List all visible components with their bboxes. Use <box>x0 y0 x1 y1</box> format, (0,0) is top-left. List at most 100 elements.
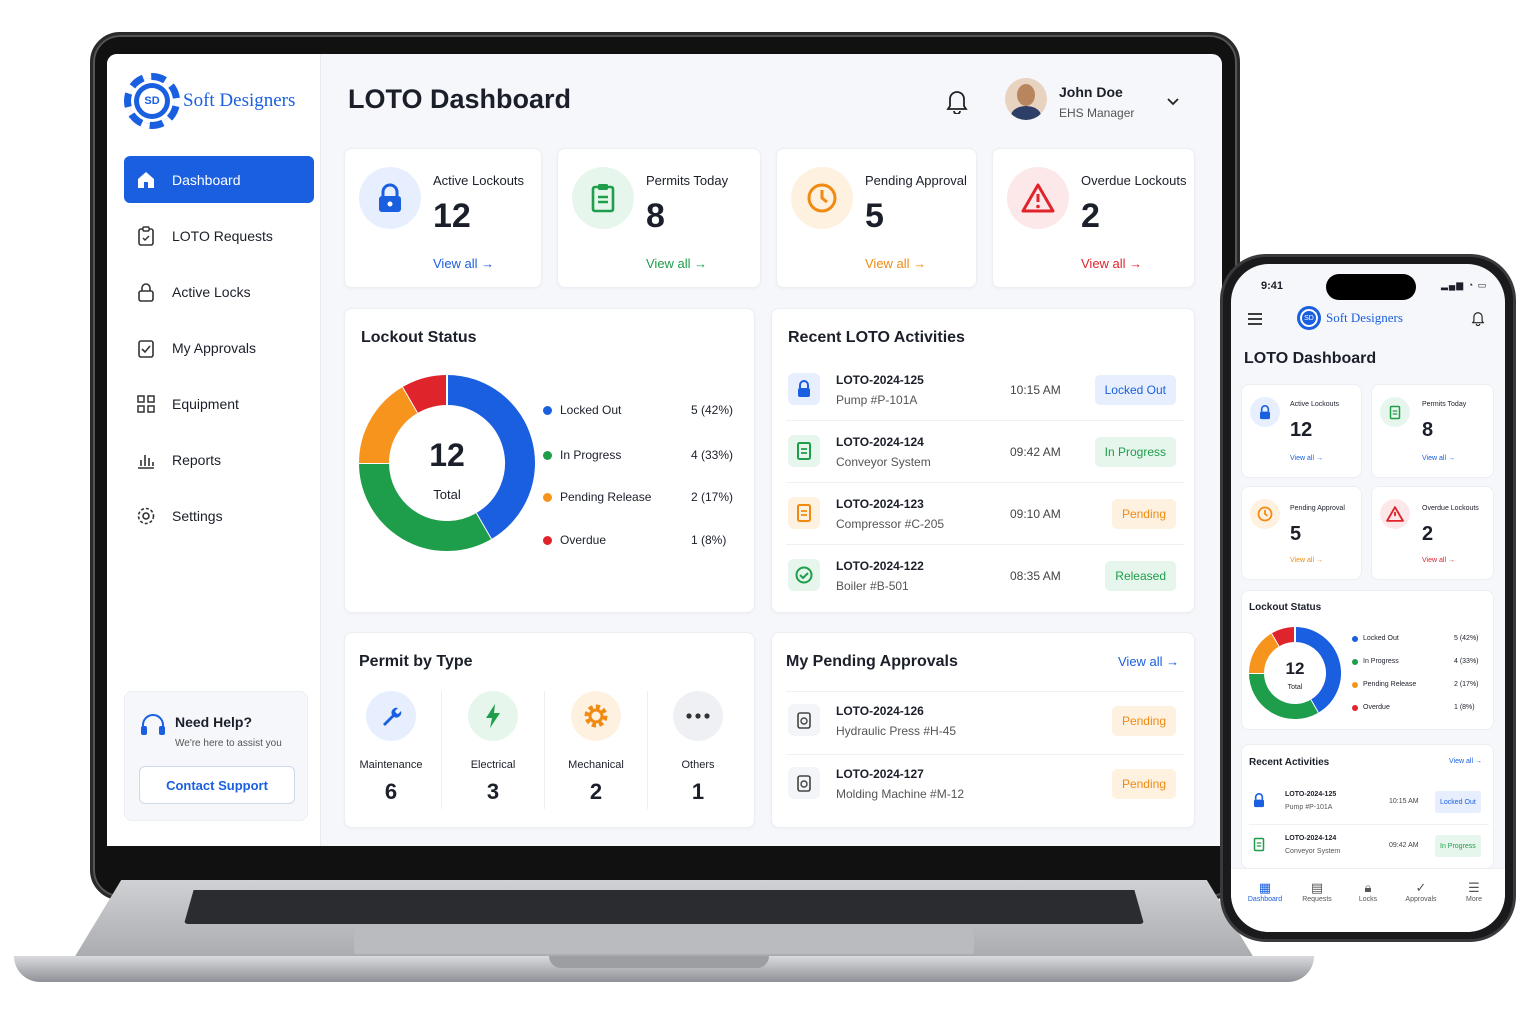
view-all-link[interactable]: View all → <box>1422 455 1455 462</box>
approval-row[interactable]: LOTO-2024-126 Hydraulic Press #H-45 Pend… <box>786 691 1184 755</box>
view-all-link[interactable]: View all → <box>1422 557 1455 564</box>
sidebar-item-reports[interactable]: Reports <box>124 436 314 483</box>
phone-clock: 9:41 <box>1261 280 1284 292</box>
legend-item: Overdue <box>543 533 606 547</box>
lock-icon <box>1250 397 1280 427</box>
permit-electrical[interactable]: Electrical 3 <box>443 691 543 805</box>
section-title: Recent LOTO Activities <box>788 329 965 346</box>
document-icon <box>788 497 820 529</box>
sidebar-item-label: Equipment <box>172 395 239 412</box>
permit-value: 1 <box>691 779 705 804</box>
lock-icon <box>136 282 156 302</box>
tab-approvals[interactable]: ✓ Approvals <box>1395 880 1447 903</box>
view-all-link[interactable]: View all → <box>865 256 927 271</box>
permit-others[interactable]: Others 1 <box>648 691 748 805</box>
tab-locks[interactable]: 🔒︎ Locks <box>1342 880 1394 903</box>
tab-dashboard[interactable]: ▦ Dashboard <box>1239 880 1291 903</box>
donut-slice-locked-out <box>446 375 535 540</box>
notification-bell-icon[interactable] <box>1471 310 1485 331</box>
stat-card-active-lockouts[interactable]: Active Lockouts 12 View all → <box>344 148 542 288</box>
activity-row[interactable]: LOTO-2024-124 Conveyor System 09:42 AM I… <box>1249 827 1489 869</box>
sidebar-item-settings[interactable]: Settings <box>124 492 314 539</box>
avatar[interactable] <box>1005 78 1047 120</box>
legend-item: In Progress <box>1352 658 1399 665</box>
user-name[interactable]: John Doe <box>1059 84 1123 100</box>
brand-logo[interactable]: SD Soft Designers <box>1297 306 1403 330</box>
view-all-link[interactable]: View all → <box>1118 654 1180 669</box>
view-all-link[interactable]: View all → <box>646 256 708 271</box>
stat-card-permits-today[interactable]: Permits Today 8 View all → <box>557 148 761 288</box>
stat-card-overdue-lockouts[interactable]: Overdue Lockouts 2 View all → <box>1371 486 1494 580</box>
view-all-link[interactable]: View all → <box>1449 758 1482 765</box>
permit-maintenance[interactable]: Maintenance 6 <box>341 691 441 805</box>
view-all-link[interactable]: View all → <box>1081 256 1143 271</box>
sidebar-item-my-approvals[interactable]: My Approvals <box>124 324 314 371</box>
approval-id: LOTO-2024-126 <box>836 704 924 718</box>
stat-card-permits-today[interactable]: Permits Today 8 View all → <box>1371 384 1494 478</box>
section-title: Lockout Status <box>361 329 477 346</box>
activity-row[interactable]: LOTO-2024-122 Boiler #B-501 08:35 AM Rel… <box>786 547 1184 607</box>
donut-slice-in-progress <box>1249 672 1318 719</box>
activity-time: 09:42 AM <box>1389 842 1419 849</box>
activity-row[interactable]: LOTO-2024-125 Pump #P-101A 10:15 AM Lock… <box>786 361 1184 421</box>
stat-value: 8 <box>1422 419 1434 441</box>
check-circle-icon <box>788 559 820 591</box>
sidebar-item-label: Active Locks <box>172 283 251 300</box>
view-all-link[interactable]: View all → <box>1290 455 1323 462</box>
dynamic-island <box>1326 274 1416 300</box>
activity-row[interactable]: LOTO-2024-125 Pump #P-101A 10:15 AM Lock… <box>1249 783 1489 825</box>
clipboard-timer-icon <box>788 704 820 736</box>
stat-card-overdue-lockouts[interactable]: Overdue Lockouts 2 View all → <box>992 148 1195 288</box>
status-badge: Pending <box>1111 706 1176 736</box>
lockout-donut-chart <box>1249 627 1341 719</box>
activity-equipment: Pump #P-101A <box>836 393 918 407</box>
activity-id: LOTO-2024-123 <box>836 497 924 511</box>
donut-slice-pending-release <box>359 386 419 464</box>
legend-value: 4 (33%) <box>1454 658 1479 665</box>
stat-card-pending-approval[interactable]: Pending Approval 5 View all → <box>776 148 977 288</box>
donut-slice-in-progress <box>359 462 491 551</box>
view-all-link[interactable]: View all → <box>1290 557 1323 564</box>
notification-bell-icon[interactable] <box>945 88 969 119</box>
more-icon <box>673 691 723 741</box>
help-title: Need Help? <box>175 714 253 730</box>
sidebar-item-loto-requests[interactable]: LOTO Requests <box>124 212 314 259</box>
donut-slice-overdue <box>1272 627 1296 647</box>
approval-id: LOTO-2024-127 <box>836 767 924 781</box>
activity-row[interactable]: LOTO-2024-124 Conveyor System 09:42 AM I… <box>786 423 1184 483</box>
tab-more[interactable]: ☰ More <box>1448 880 1500 903</box>
stat-label: Pending Approval <box>1290 505 1345 512</box>
stat-label: Overdue Lockouts <box>1422 505 1479 512</box>
tab-requests[interactable]: ▤ Requests <box>1291 880 1343 903</box>
brand-logo[interactable]: SD Soft Designers <box>124 73 295 129</box>
permit-by-type-card: Permit by Type Maintenance 6 Electrical … <box>344 632 755 828</box>
legend-value: 5 (42%) <box>691 403 734 417</box>
sidebar-item-equipment[interactable]: Equipment <box>124 380 314 427</box>
sidebar-item-active-locks[interactable]: Active Locks <box>124 268 314 315</box>
bottom-tab-bar <box>1231 868 1505 932</box>
approval-row[interactable]: LOTO-2024-127 Molding Machine #M-12 Pend… <box>786 755 1184 819</box>
sidebar-item-label: LOTO Requests <box>172 227 273 244</box>
headset-icon <box>139 712 167 745</box>
donut-total-label: Total <box>433 487 461 502</box>
chevron-down-icon[interactable] <box>1167 94 1179 109</box>
stat-value: 2 <box>1422 523 1434 545</box>
bolt-icon <box>468 691 518 741</box>
hamburger-menu-icon[interactable] <box>1247 312 1263 331</box>
help-subtitle: We're here to assist you <box>175 738 282 749</box>
activity-time: 09:42 AM <box>1010 445 1061 459</box>
sidebar-item-dashboard[interactable]: Dashboard <box>124 156 314 203</box>
permit-label: Mechanical <box>568 759 624 771</box>
view-all-link[interactable]: View all → <box>433 256 495 271</box>
sidebar-item-label: Dashboard <box>172 171 241 188</box>
activity-id: LOTO-2024-125 <box>1285 791 1337 798</box>
stat-card-pending-approval[interactable]: Pending Approval 5 View all → <box>1241 486 1362 580</box>
donut-total: 12 <box>1285 659 1305 678</box>
stat-card-active-lockouts[interactable]: Active Lockouts 12 View all → <box>1241 384 1362 478</box>
recent-activities-card: Recent LOTO Activities LOTO-2024-125 Pum… <box>771 308 1195 613</box>
activity-equipment: Conveyor System <box>836 455 931 469</box>
activity-row[interactable]: LOTO-2024-123 Compressor #C-205 09:10 AM… <box>786 485 1184 545</box>
permit-mechanical[interactable]: Mechanical 2 <box>546 691 646 805</box>
contact-support-button[interactable]: Contact Support <box>139 766 295 804</box>
logo-icon: SD <box>124 73 180 129</box>
